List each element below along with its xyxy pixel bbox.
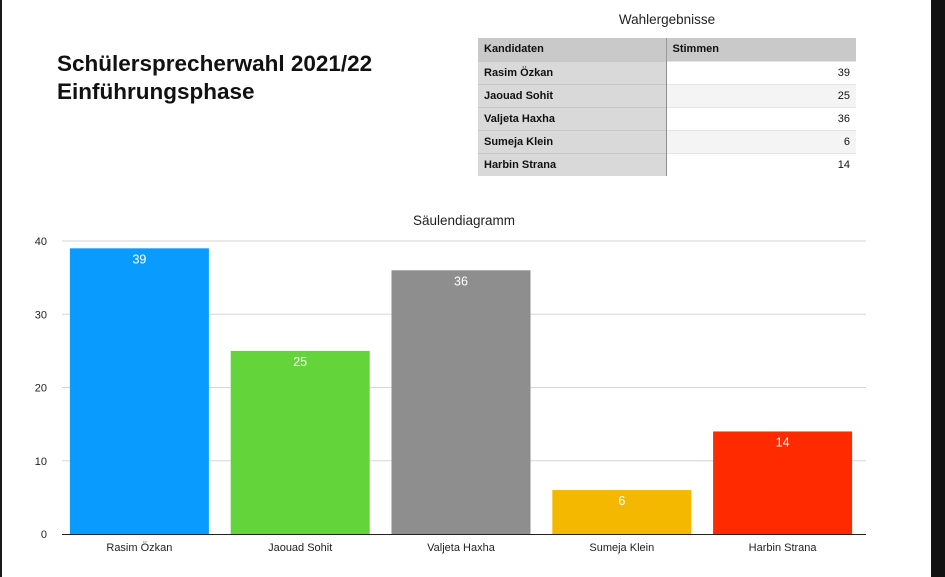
window-frame-right: [931, 0, 945, 577]
data-label: 36: [454, 274, 468, 288]
header-candidates: Kandidaten: [478, 38, 666, 61]
bar: [230, 350, 370, 534]
window-frame-left: [0, 0, 2, 577]
candidate-name: Jaouad Sohit: [478, 83, 666, 107]
x-tick-label: Rasim Özkan: [106, 542, 172, 554]
candidate-votes: 6: [665, 129, 856, 153]
header-votes: Stimmen: [665, 38, 856, 61]
candidate-votes: 25: [665, 83, 856, 107]
y-tick-label: 0: [41, 529, 47, 541]
table-row: Harbin Strana 14: [478, 152, 856, 176]
x-tick-label: Sumeja Klein: [589, 542, 654, 554]
candidate-votes: 14: [665, 152, 856, 176]
results-table: Kandidaten Stimmen Rasim Özkan 39 Jaouad…: [478, 38, 856, 176]
bar: [552, 490, 692, 534]
table-row: Rasim Özkan 39: [478, 60, 856, 84]
bar: [69, 248, 209, 534]
data-label: 25: [293, 355, 307, 369]
page-heading: Schülersprecherwahl 2021/22 Einführungsp…: [57, 50, 372, 106]
candidate-votes: 36: [665, 106, 856, 130]
table-row: Valjeta Haxha 36: [478, 106, 856, 130]
table-header-row: Kandidaten Stimmen: [478, 38, 856, 61]
table-title: Wahlergebnisse: [618, 12, 716, 27]
bar: [391, 270, 531, 534]
x-tick-label: Valjeta Haxha: [427, 542, 496, 554]
y-tick-label: 40: [35, 236, 47, 248]
candidate-name: Harbin Strana: [478, 152, 666, 176]
bar: [713, 431, 853, 534]
table-row: Sumeja Klein 6: [478, 129, 856, 153]
candidate-name: Valjeta Haxha: [478, 106, 666, 130]
y-tick-label: 20: [35, 383, 47, 395]
candidate-name: Sumeja Klein: [478, 129, 666, 153]
chart-title: Säulendiagramm: [412, 213, 516, 228]
candidate-votes: 39: [665, 60, 856, 84]
heading-title: Schülersprecherwahl 2021/22: [57, 51, 373, 76]
heading-subtitle: Einführungsphase: [57, 79, 255, 104]
data-label: 39: [132, 252, 146, 266]
table-row: Jaouad Sohit 25: [478, 83, 856, 107]
y-tick-label: 10: [35, 456, 47, 468]
candidate-name: Rasim Özkan: [478, 60, 666, 84]
data-label: 6: [618, 494, 625, 508]
x-tick-label: Jaouad Sohit: [268, 542, 332, 554]
x-tick-label: Harbin Strana: [749, 542, 818, 554]
y-tick-label: 30: [35, 309, 47, 321]
data-label: 14: [776, 435, 790, 449]
